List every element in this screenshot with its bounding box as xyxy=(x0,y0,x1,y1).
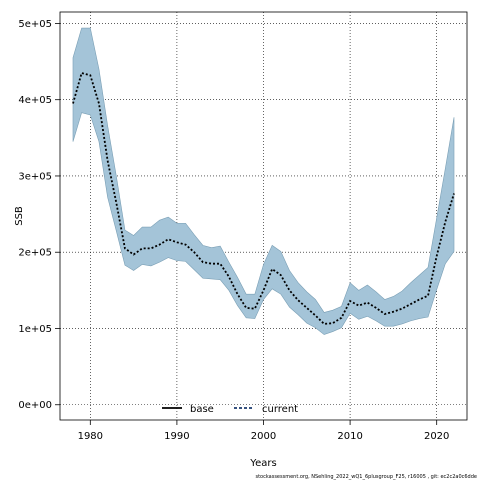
x-tick-label: 1990 xyxy=(164,431,189,442)
x-tick-label: 2010 xyxy=(337,431,362,442)
y-tick-label: 3e+05 xyxy=(18,171,52,182)
y-axis-label: SSB xyxy=(14,206,25,226)
footer-caption: stockassessment.org, NSehling_2022_wQ1_6… xyxy=(255,474,477,480)
x-tick-label: 2020 xyxy=(424,431,449,442)
y-axis-ticks: 0e+00 1e+05 2e+05 3e+05 4e+05 5e+05 xyxy=(18,19,60,411)
x-axis-ticks: 1980 1990 2000 2010 2020 xyxy=(78,420,449,442)
legend-label-base: base xyxy=(190,404,214,415)
y-tick-label: 1e+05 xyxy=(18,324,52,335)
x-tick-label: 1980 xyxy=(78,431,103,442)
y-tick-label: 4e+05 xyxy=(18,95,52,106)
y-tick-label: 5e+05 xyxy=(18,19,52,30)
confidence-band xyxy=(72,27,455,335)
legend-label-current: current xyxy=(262,404,298,415)
grid-lines xyxy=(60,12,467,420)
x-axis-label: Years xyxy=(249,458,276,469)
y-tick-label: 0e+00 xyxy=(18,400,52,411)
y-tick-label: 2e+05 xyxy=(18,248,52,259)
x-tick-label: 2000 xyxy=(251,431,276,442)
legend: base current xyxy=(162,404,298,415)
